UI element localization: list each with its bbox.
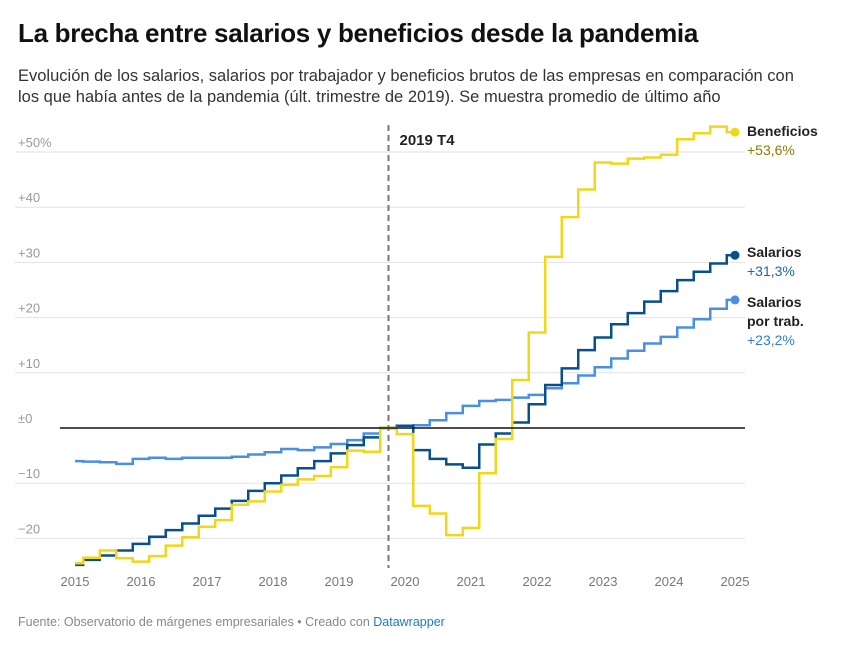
series-end-value: +31,3% <box>747 263 795 279</box>
chart-title: La brecha entre salarios y beneficios de… <box>18 18 699 48</box>
chart-svg: +50% +40 +30 +20 +10 ±0 −10 −20 2015 2016 2017 2018… <box>15 123 818 589</box>
annotation-label: 2019 T4 <box>400 132 456 149</box>
y-tick-label: +50% <box>18 135 52 150</box>
series-end-dot <box>730 127 740 137</box>
x-tick-label: 2020 <box>391 574 420 589</box>
y-tick-label: +10 <box>18 356 40 371</box>
x-tick-label: 2019 <box>325 574 354 589</box>
x-tick-label: 2017 <box>193 574 222 589</box>
series-end-dot <box>730 250 740 260</box>
x-tick-label: 2018 <box>259 574 288 589</box>
x-tick-label: 2024 <box>655 574 684 589</box>
series-line-beneficios <box>75 125 735 565</box>
y-tick-label: +30 <box>18 245 40 260</box>
x-tick-label: 2022 <box>523 574 552 589</box>
x-tick-label: 2025 <box>721 574 750 589</box>
y-tick-label: +40 <box>18 190 40 205</box>
datawrapper-link[interactable]: Datawrapper <box>373 615 445 629</box>
source-text: Fuente: Observatorio de márgenes empresa… <box>18 615 374 629</box>
series-label: por trab. <box>747 313 804 329</box>
chart-subtitle: Evolución de los salarios, salarios por … <box>18 67 794 106</box>
series-label: Salarios <box>747 294 802 310</box>
series-line-salarios-por-trab- <box>75 298 735 466</box>
y-tick-label: +20 <box>18 301 40 316</box>
y-tick-label: ±0 <box>18 411 32 426</box>
y-tick-label: −10 <box>18 466 40 481</box>
series-end-dot <box>730 295 740 305</box>
x-tick-label: 2016 <box>127 574 156 589</box>
x-tick-label: 2021 <box>457 574 486 589</box>
x-tick-label: 2023 <box>589 574 618 589</box>
series-end-value: +53,6% <box>747 142 795 158</box>
x-tick-label: 2015 <box>61 574 90 589</box>
footer: Fuente: Observatorio de márgenes empresa… <box>18 615 445 629</box>
series-label: Beneficios <box>747 123 818 139</box>
y-tick-label: −20 <box>18 521 40 536</box>
series-label: Salarios <box>747 244 802 260</box>
series-end-value: +23,2% <box>747 332 795 348</box>
series-line-salarios <box>75 253 735 567</box>
